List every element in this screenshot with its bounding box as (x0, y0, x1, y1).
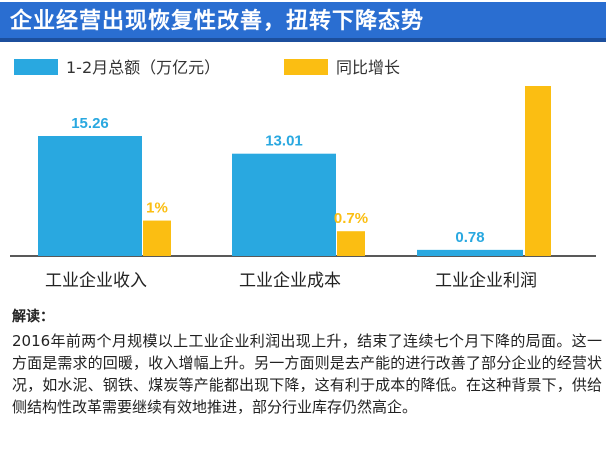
data-label-total: 0.78 (455, 229, 484, 246)
category-label: 工业企业收入 (45, 271, 147, 291)
bar-chart: 15.26 1% 工业企业收入 13.01 0.7% 工业企业成本 0.78 4.8% 工业企业… (10, 80, 596, 291)
category-label: 工业企业成本 (239, 271, 341, 291)
banner-bar (0, 2, 606, 42)
explanation-body: 2016年前两个月规模以上工业企业利润出现上升，结束了连续七个月下降的局面。这一… (12, 332, 602, 416)
legend-item-total: 1-2月总额（万亿元） (14, 56, 220, 80)
title-banner: 企业经营出现恢复性改善，扭转下降态势 (0, 0, 606, 44)
legend-swatch-growth (284, 58, 328, 75)
data-label-total: 13.01 (265, 133, 303, 150)
bar-growth (337, 231, 365, 256)
bar-total (417, 249, 523, 256)
data-label-growth: 4.8% (521, 80, 555, 82)
bar-total (38, 136, 142, 256)
banner-background (0, 2, 606, 42)
explanation-section: 解读： 2016年前两个月规模以上工业企业利润出现上升，结束了连续七个月下降的局… (12, 308, 602, 418)
banner-underline (0, 38, 606, 42)
bar-growth (143, 220, 171, 256)
legend-item-growth: 同比增长 (284, 56, 400, 80)
page-title: 企业经营出现恢复性改善，扭转下降态势 (10, 9, 425, 34)
data-label-total: 15.26 (71, 115, 109, 132)
explanation-title: 解读： (12, 309, 54, 325)
bar-growth (525, 86, 551, 256)
legend-label-total: 1-2月总额（万亿元） (66, 58, 221, 77)
legend-label-growth: 同比增长 (336, 58, 401, 77)
data-label-growth: 0.7% (334, 210, 368, 227)
category-label: 工业企业利润 (435, 271, 537, 291)
chart-legend: 1-2月总额（万亿元） 同比增长 (14, 56, 594, 80)
bar-total (232, 153, 336, 256)
legend-swatch-total (14, 58, 58, 75)
data-label-growth: 1% (146, 200, 168, 217)
